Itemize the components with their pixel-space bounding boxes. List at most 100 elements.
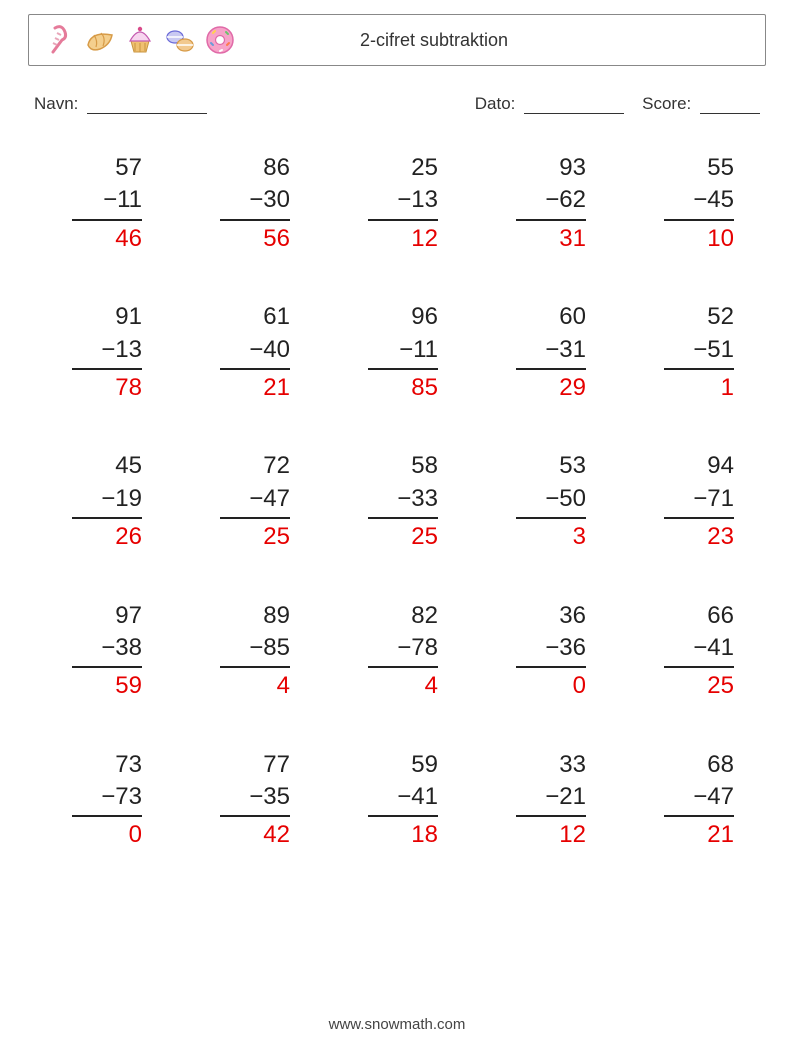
problem-1: 57−1146 — [38, 152, 164, 255]
name-field: Navn: — [34, 94, 207, 114]
minuend: 25 — [368, 152, 438, 184]
problem-21: 73−730 — [38, 749, 164, 852]
problem-20: 66−4125 — [630, 600, 756, 703]
answer: 3 — [516, 519, 586, 553]
minuend: 53 — [516, 450, 586, 482]
score-field: Score: — [642, 94, 760, 114]
subtrahend: −47 — [220, 483, 290, 519]
answer: 21 — [664, 817, 734, 851]
subtrahend: −31 — [516, 334, 586, 370]
minuend: 96 — [368, 301, 438, 333]
minuend: 59 — [368, 749, 438, 781]
subtrahend: −35 — [220, 781, 290, 817]
problem-8: 96−1185 — [334, 301, 460, 404]
answer: 10 — [664, 221, 734, 255]
problem-14: 53−503 — [482, 450, 608, 553]
answer: 0 — [72, 817, 142, 851]
subtrahend: −11 — [72, 184, 142, 220]
minuend: 89 — [220, 600, 290, 632]
answer: 42 — [220, 817, 290, 851]
answer: 29 — [516, 370, 586, 404]
subtrahend: −51 — [664, 334, 734, 370]
problem-12: 72−4725 — [186, 450, 312, 553]
score-blank[interactable] — [700, 95, 760, 114]
subtrahend: −40 — [220, 334, 290, 370]
answer: 4 — [368, 668, 438, 702]
problem-7: 61−4021 — [186, 301, 312, 404]
croissant-icon — [83, 23, 117, 57]
answer: 4 — [220, 668, 290, 702]
answer: 12 — [516, 817, 586, 851]
subtrahend: −36 — [516, 632, 586, 668]
subtrahend: −19 — [72, 483, 142, 519]
minuend: 45 — [72, 450, 142, 482]
subtrahend: −71 — [664, 483, 734, 519]
minuend: 86 — [220, 152, 290, 184]
minuend: 82 — [368, 600, 438, 632]
answer: 23 — [664, 519, 734, 553]
problem-10: 52−511 — [630, 301, 756, 404]
subtrahend: −78 — [368, 632, 438, 668]
subtrahend: −45 — [664, 184, 734, 220]
date-label: Dato: — [475, 94, 516, 113]
footer-url: www.snowmath.com — [0, 1016, 794, 1033]
minuend: 91 — [72, 301, 142, 333]
answer: 56 — [220, 221, 290, 255]
problem-3: 25−1312 — [334, 152, 460, 255]
minuend: 94 — [664, 450, 734, 482]
score-label: Score: — [642, 94, 691, 113]
problem-25: 68−4721 — [630, 749, 756, 852]
date-blank[interactable] — [524, 95, 624, 114]
subtrahend: −62 — [516, 184, 586, 220]
answer: 46 — [72, 221, 142, 255]
problem-11: 45−1926 — [38, 450, 164, 553]
problem-17: 89−854 — [186, 600, 312, 703]
info-row: Navn: Dato: Score: — [34, 94, 760, 114]
problem-15: 94−7123 — [630, 450, 756, 553]
minuend: 57 — [72, 152, 142, 184]
answer: 18 — [368, 817, 438, 851]
answer: 25 — [664, 668, 734, 702]
subtrahend: −85 — [220, 632, 290, 668]
subtrahend: −41 — [664, 632, 734, 668]
subtrahend: −47 — [664, 781, 734, 817]
subtrahend: −30 — [220, 184, 290, 220]
minuend: 68 — [664, 749, 734, 781]
problem-19: 36−360 — [482, 600, 608, 703]
macaron-icon — [163, 23, 197, 57]
cupcake-icon — [123, 23, 157, 57]
answer: 21 — [220, 370, 290, 404]
answer: 1 — [664, 370, 734, 404]
answer: 31 — [516, 221, 586, 255]
subtrahend: −73 — [72, 781, 142, 817]
subtrahend: −21 — [516, 781, 586, 817]
minuend: 72 — [220, 450, 290, 482]
minuend: 66 — [664, 600, 734, 632]
problem-13: 58−3325 — [334, 450, 460, 553]
problem-18: 82−784 — [334, 600, 460, 703]
name-blank[interactable] — [87, 95, 207, 114]
subtrahend: −50 — [516, 483, 586, 519]
problem-9: 60−3129 — [482, 301, 608, 404]
problem-23: 59−4118 — [334, 749, 460, 852]
header-icons — [43, 23, 237, 57]
donut-icon — [203, 23, 237, 57]
subtrahend: −41 — [368, 781, 438, 817]
problems-grid: 57−114686−305625−131293−623155−451091−13… — [28, 152, 766, 852]
minuend: 36 — [516, 600, 586, 632]
subtrahend: −33 — [368, 483, 438, 519]
problem-5: 55−4510 — [630, 152, 756, 255]
answer: 59 — [72, 668, 142, 702]
subtrahend: −38 — [72, 632, 142, 668]
minuend: 97 — [72, 600, 142, 632]
worksheet-title: 2-cifret subtraktion — [237, 30, 751, 51]
minuend: 55 — [664, 152, 734, 184]
answer: 25 — [368, 519, 438, 553]
name-label: Navn: — [34, 94, 78, 113]
subtrahend: −11 — [368, 334, 438, 370]
answer: 26 — [72, 519, 142, 553]
subtrahend: −13 — [368, 184, 438, 220]
minuend: 58 — [368, 450, 438, 482]
date-field: Dato: — [475, 94, 624, 114]
worksheet-page: 2-cifret subtraktion Navn: Dato: Score: … — [0, 0, 794, 1053]
